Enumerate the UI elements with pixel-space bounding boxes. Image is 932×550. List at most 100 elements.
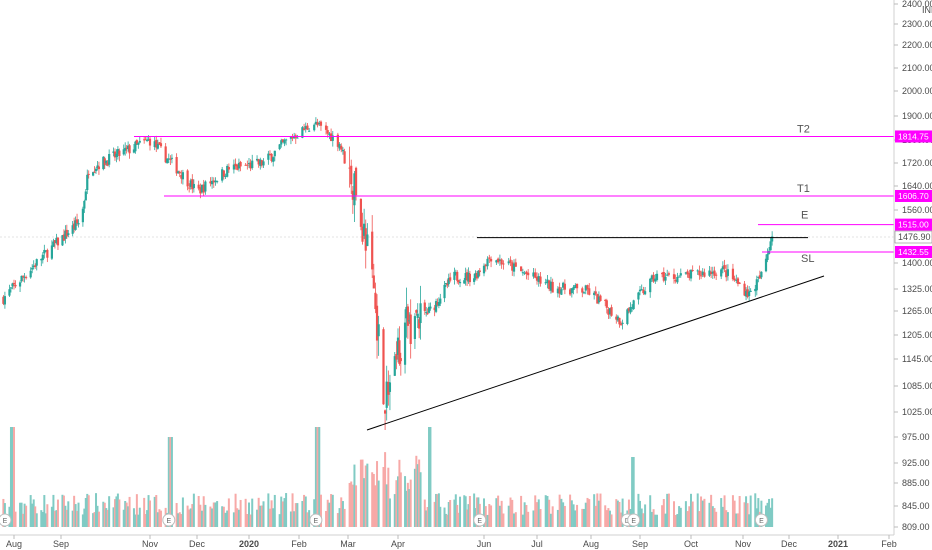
candle-body <box>200 184 204 193</box>
candle-body <box>766 253 769 260</box>
volume-bar <box>239 499 242 527</box>
y-tick-label: 1025.00 <box>902 407 932 417</box>
volume-bar <box>618 501 621 527</box>
candle-body <box>733 278 736 281</box>
volume-bar <box>548 499 551 527</box>
candle-body <box>605 300 608 308</box>
event-marker-e[interactable]: E <box>754 513 768 527</box>
volume-bar <box>696 493 699 527</box>
event-markers[interactable]: EEEEDEE <box>0 513 768 527</box>
volume-bar <box>649 495 652 527</box>
candle-body <box>562 282 565 288</box>
last-price-badge <box>894 230 932 244</box>
candle-body <box>177 171 180 174</box>
volume-bar <box>475 497 478 527</box>
candle-body <box>708 270 711 276</box>
candle-body <box>757 276 760 278</box>
volume-bar <box>733 500 736 527</box>
candle-body <box>484 264 487 267</box>
volume-bar <box>301 501 304 527</box>
candle-body <box>32 265 35 268</box>
volume-bar <box>726 512 729 527</box>
candle-body <box>348 167 351 169</box>
candle-body <box>478 270 481 273</box>
candle-body <box>169 158 172 160</box>
volume-bar <box>155 495 158 527</box>
volume-bar <box>65 509 68 527</box>
candle-body <box>630 307 634 309</box>
volume-bar <box>511 499 514 527</box>
candle-body <box>684 272 687 274</box>
candle-body <box>436 301 439 305</box>
x-tick-label: Feb <box>291 539 307 549</box>
candle-body <box>359 198 363 227</box>
event-marker-e[interactable]: E <box>162 513 176 527</box>
candle-body <box>593 292 596 296</box>
volume-bar <box>248 502 250 527</box>
event-label: E <box>3 518 8 525</box>
candle-body <box>192 183 195 189</box>
candle-body <box>50 245 54 259</box>
candle-body <box>385 381 388 408</box>
candle-body <box>316 122 319 126</box>
event-label: E <box>477 518 482 525</box>
candle-body <box>23 276 26 278</box>
candle-body <box>604 299 607 301</box>
candle-body <box>723 265 726 269</box>
volume-bar <box>584 502 587 527</box>
volume-bar <box>426 507 429 527</box>
candle-body <box>689 269 693 279</box>
volume-bar <box>507 505 510 527</box>
volume-bars <box>2 427 774 527</box>
candle-body <box>158 142 161 145</box>
candle-body <box>498 259 501 261</box>
event-marker-e[interactable]: E <box>627 513 641 527</box>
candle-body <box>640 289 643 291</box>
volume-bar <box>180 514 183 527</box>
candle-body <box>696 270 699 272</box>
x-tick-label: Aug <box>583 539 599 549</box>
candle-body <box>396 337 400 355</box>
volume-bar <box>484 506 487 527</box>
price-badge-sl <box>895 245 932 258</box>
volume-bar <box>19 502 22 527</box>
candle-body <box>425 311 428 313</box>
candle-body <box>621 322 624 324</box>
price-badge-text: 1432.55 <box>898 247 929 257</box>
volume-bar <box>735 513 738 527</box>
candle-body <box>437 302 440 306</box>
candle-body <box>324 125 328 130</box>
candle-body <box>403 322 407 365</box>
volume-bar <box>453 499 456 527</box>
volume-bar <box>527 511 530 527</box>
candle-body <box>686 271 689 275</box>
price-axis[interactable]: 2400.00 2300.00 2200.00 2100.00 2000.00 1900.… <box>894 0 932 532</box>
event-circle <box>309 513 323 527</box>
price-badge-text: 1515.00 <box>898 220 929 230</box>
volume-bar <box>437 493 440 527</box>
candle-body <box>678 276 681 278</box>
time-axis[interactable]: Aug Sep Nov Dec 2020 Feb Mar Apr Jun Jul Aug Sep Oct… <box>6 535 897 549</box>
candle-body <box>520 266 523 272</box>
candle-body <box>53 240 57 244</box>
volume-bar <box>521 514 524 527</box>
event-marker-e[interactable]: E <box>309 513 323 527</box>
volume-bar <box>262 501 265 527</box>
candle-body <box>626 309 629 325</box>
candle-body <box>246 164 249 166</box>
event-marker-e[interactable]: E <box>0 513 12 527</box>
candle-body <box>769 241 772 251</box>
candle-body <box>395 353 398 360</box>
candle-body <box>197 184 200 189</box>
candle-body <box>434 301 438 312</box>
candle-body <box>113 151 117 158</box>
candle-body <box>65 229 68 237</box>
candle-body <box>210 180 214 185</box>
candle-body <box>755 279 758 291</box>
volume-bar <box>156 512 159 527</box>
event-marker-e[interactable]: E <box>473 513 487 527</box>
volume-bar <box>616 500 619 527</box>
candle-body <box>251 160 254 168</box>
y-tick-label: 2400.00 <box>902 0 932 9</box>
